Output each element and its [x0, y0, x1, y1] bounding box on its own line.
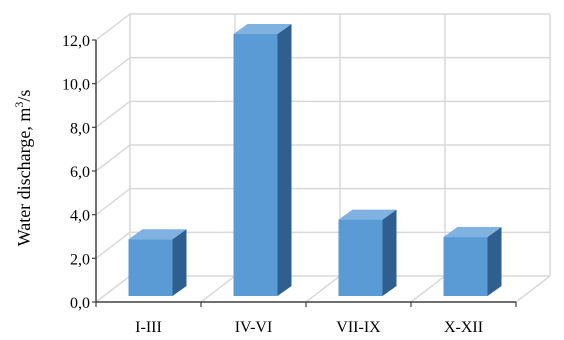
- gridline-horizontal: [95, 187, 550, 216]
- x-category-labels: I-III IV-VI VII-IX X-XII: [135, 319, 483, 336]
- y-axis-title-unit: /s: [14, 90, 34, 102]
- floor-gridline: [200, 275, 236, 303]
- y-tick-label: 12,0: [62, 33, 90, 50]
- axes: [92, 39, 517, 307]
- bar-side-face: [277, 24, 292, 296]
- bar: [128, 229, 187, 296]
- bar: [338, 209, 397, 296]
- y-tick-label: 0,0: [70, 295, 90, 312]
- bar-top-face: [338, 209, 397, 220]
- y-tick-label: 4,0: [70, 208, 90, 225]
- bar: [233, 24, 292, 296]
- bar-side-face: [172, 229, 187, 296]
- bar-front-face: [128, 239, 173, 296]
- y-tick-label: 6,0: [70, 164, 90, 181]
- gridline-horizontal: [95, 56, 550, 85]
- bars: [128, 24, 502, 296]
- y-tick-labels: 0,0 2,0 4,0 6,0 8,0 10,0 12,0: [62, 33, 90, 312]
- gridline-horizontal: [95, 13, 550, 41]
- y-tick-label: 2,0: [70, 251, 90, 268]
- gridline-horizontal: [95, 144, 550, 172]
- bar-top-face: [443, 227, 502, 238]
- x-category-label: X-XII: [444, 319, 483, 336]
- x-category-label: I-III: [135, 319, 162, 336]
- bar-side-face: [487, 227, 502, 296]
- gridline-horizontal: [95, 100, 550, 128]
- x-category-label: IV-VI: [235, 319, 273, 336]
- floor-gridline: [410, 275, 446, 303]
- bar-front-face: [233, 34, 278, 296]
- y-tick-label: 8,0: [70, 120, 90, 137]
- bar-front-face: [443, 237, 488, 296]
- bar-side-face: [382, 209, 397, 296]
- floor-gridline: [95, 275, 131, 303]
- floor-gridline: [515, 275, 551, 303]
- x-category-label: VII-IX: [336, 319, 381, 336]
- y-axis-title-main: Water discharge, m: [14, 108, 34, 247]
- floor-gridline: [305, 275, 341, 303]
- bar-front-face: [338, 219, 383, 296]
- y-tick-label: 10,0: [62, 77, 90, 94]
- y-axis-title-sup: 3: [12, 102, 26, 108]
- bar: [443, 227, 502, 296]
- y-axis-title: Water discharge, m3/s: [12, 90, 34, 247]
- bar-top-face: [128, 229, 187, 240]
- bar-top-face: [233, 24, 292, 34]
